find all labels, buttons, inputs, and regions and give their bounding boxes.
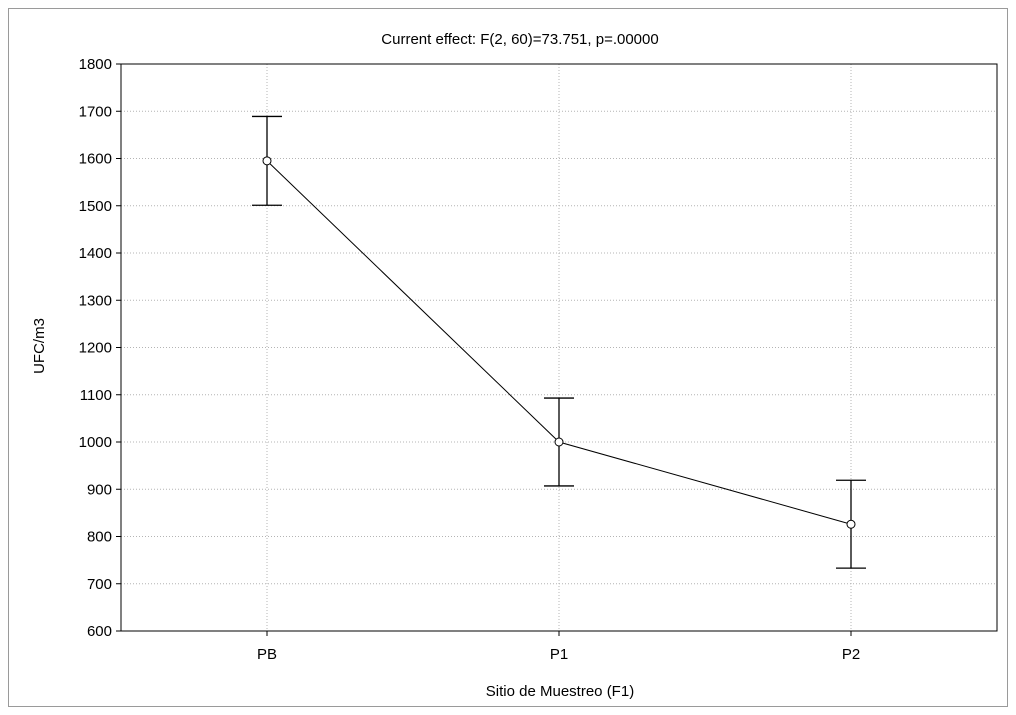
data-point [846, 519, 856, 529]
grid-layer [121, 64, 997, 631]
x-tick-label: P1 [550, 646, 568, 663]
y-tick-label: 1200 [79, 340, 112, 357]
data-point [262, 156, 272, 166]
y-tick-label: 1000 [79, 434, 112, 451]
y-tick-label: 1800 [79, 56, 112, 73]
y-tick-label: 1400 [79, 245, 112, 262]
data-point [554, 437, 564, 447]
tick-layer: 600 700 800 900 1000 1100 1200 1300 1400 1500 1600… [79, 56, 861, 663]
y-tick-label: 1700 [79, 103, 112, 120]
y-axis-label: UFC/m3 [31, 318, 48, 374]
y-tick-label: 800 [87, 529, 112, 546]
y-tick-label: 600 [87, 623, 112, 640]
x-tick-label: PB [257, 646, 277, 663]
series-layer [252, 115, 866, 569]
y-tick-label: 1500 [79, 198, 112, 215]
y-tick-label: 700 [87, 576, 112, 593]
chart-title: Current effect: F(2, 60)=73.751, p=.0000… [381, 31, 658, 48]
chart-frame [8, 8, 1008, 707]
y-tick-label: 1600 [79, 151, 112, 168]
y-tick-label: 1300 [79, 292, 112, 309]
y-tick-label: 1100 [80, 387, 112, 404]
y-tick-label: 900 [87, 481, 112, 498]
x-axis-label: Sitio de Muestreo (F1) [486, 683, 634, 700]
x-tick-label: P2 [842, 646, 860, 663]
